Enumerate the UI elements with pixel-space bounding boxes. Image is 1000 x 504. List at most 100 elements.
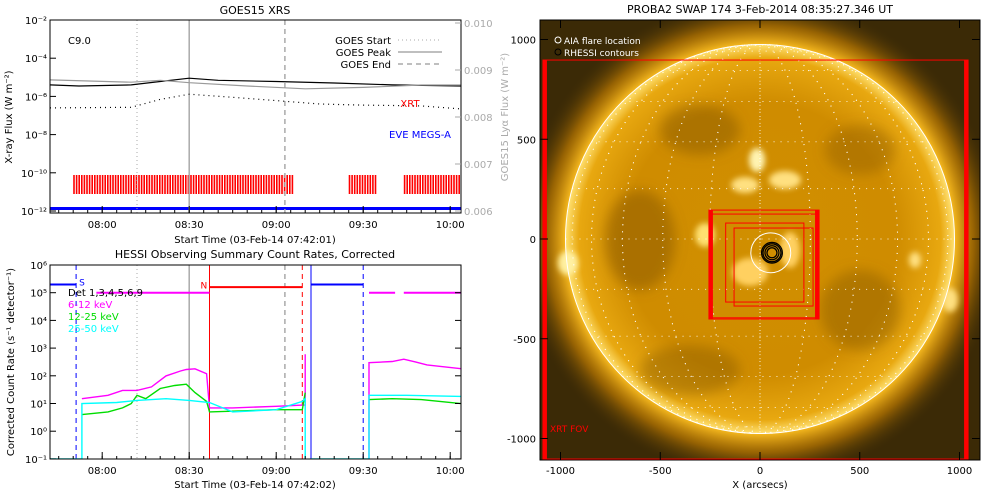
swap-title: PROBA2 SWAP 174 3-Feb-2014 08:35:27.346 … (627, 3, 893, 16)
xrt-observation-mark (253, 175, 255, 194)
eve-label: EVE MEGS-A (389, 130, 451, 141)
xrt-observation-mark (372, 175, 374, 194)
xrt-observation-mark (234, 175, 236, 194)
xrt-observation-mark (175, 175, 177, 194)
xrt-observation-mark (266, 175, 268, 194)
xrt-observation-mark (146, 175, 148, 194)
hessi-title: HESSI Observing Summary Count Rates, Cor… (115, 248, 395, 261)
y-tick-label: 10⁻⁴ (25, 54, 47, 65)
xrt-observation-mark (445, 175, 447, 194)
x-tick-label: 08:00 (88, 466, 117, 477)
xrt-observation-mark (412, 175, 414, 194)
xrt-observation-mark (115, 175, 117, 194)
xrt-observation-mark (419, 175, 421, 194)
xrt-observation-mark (276, 175, 278, 194)
xrt-observation-mark (458, 175, 460, 194)
xrt-observation-mark (292, 175, 294, 194)
xrt-observation-mark (245, 175, 247, 194)
goes-ylabel: X-ray Flux (W m⁻²) (4, 70, 15, 163)
legend-aia: AIA flare location (564, 37, 641, 47)
xrt-observation-mark (104, 175, 106, 194)
xrt-observation-mark (167, 175, 169, 194)
hessi-series-line (369, 399, 462, 404)
xrt-observation-mark (102, 175, 104, 194)
xrt-observation-mark (367, 175, 369, 194)
y-tick-label: 10⁻¹ (25, 455, 47, 466)
xrt-observation-mark (359, 175, 361, 194)
xrt-observation-mark (432, 175, 434, 194)
xrt-observation-mark (76, 175, 78, 194)
xrt-observation-mark (281, 175, 283, 194)
xrt-observation-mark (242, 175, 244, 194)
xrt-observation-mark (185, 175, 187, 194)
x-tick-label: 10:00 (436, 466, 465, 477)
y-right-tick-label: 0.008 (464, 113, 493, 124)
xrt-observation-mark (164, 175, 166, 194)
xrt-observation-mark (94, 175, 96, 194)
xrt-observation-mark (211, 175, 213, 194)
legend-6-12kev: 6-12 keV (68, 300, 112, 311)
xrt-observation-mark (406, 175, 408, 194)
goes-class-label: C9.0 (68, 36, 91, 47)
legend-goes-end: GOES End (341, 60, 391, 71)
x-tick-label: 08:30 (175, 466, 204, 477)
xrt-observation-mark (156, 175, 158, 194)
xrt-observation-mark (201, 175, 203, 194)
xrt-observation-mark (107, 175, 109, 194)
xrt-observation-mark (453, 175, 455, 194)
xrt-observation-mark (151, 175, 153, 194)
xrt-observation-mark (263, 175, 265, 194)
legend-12-25kev: 12-25 keV (68, 312, 119, 323)
xrt-observation-mark (177, 175, 179, 194)
xrt-observation-mark (112, 175, 114, 194)
xrt-observation-mark (117, 175, 119, 194)
xrt-observation-mark (143, 175, 145, 194)
xrt-observation-mark (130, 175, 132, 194)
swap-image-panel: PROBA2 SWAP 174 3-Feb-2014 08:35:27.346 … (507, 0, 1000, 491)
y-tick-label: 10⁰ (30, 427, 47, 438)
xrt-observation-mark (216, 175, 218, 194)
xrt-observation-mark (195, 175, 197, 194)
hessi-flag-label: S (79, 278, 85, 288)
x-tick-label: -500 (649, 466, 672, 477)
xrt-observation-mark (260, 175, 262, 194)
xrt-observation-mark (425, 175, 427, 194)
xrt-observation-mark (409, 175, 411, 194)
x-tick-label: -1000 (546, 466, 575, 477)
image-xlabel: X (arcsecs) (732, 480, 788, 491)
y-right-tick-label: 0.009 (464, 66, 493, 77)
x-tick-label: 1000 (947, 466, 972, 477)
xrt-observation-mark (232, 175, 234, 194)
xrt-observation-mark (138, 175, 140, 194)
y-tick-label: 0 (530, 235, 536, 246)
xrt-observation-mark (203, 175, 205, 194)
y-tick-label: 10⁴ (30, 316, 47, 327)
x-tick-label: 09:00 (262, 466, 291, 477)
xrt-observation-mark (430, 175, 432, 194)
hessi-series-line (50, 399, 305, 459)
y-tick-label: 10⁻⁶ (25, 92, 47, 103)
xrt-observation-mark (438, 175, 440, 194)
xrt-observation-mark (190, 175, 192, 194)
y-tick-label: 10³ (30, 344, 47, 355)
x-tick-label: 500 (850, 466, 869, 477)
xrt-observation-mark (435, 175, 437, 194)
xrt-observation-mark (120, 175, 122, 194)
xrt-observation-mark (162, 175, 164, 194)
xrt-observation-mark (154, 175, 156, 194)
y-right-tick-label: 0.007 (464, 160, 493, 171)
xrt-observation-mark (250, 175, 252, 194)
goes-ylabel-right: GOES15 Lyα Flux (W m⁻²) (500, 53, 511, 181)
goes-legend: GOES Start GOES Peak GOES End (335, 36, 442, 71)
xrt-observation-mark (81, 175, 83, 194)
xrt-observation-mark (128, 175, 130, 194)
xrt-observation-mark (440, 175, 442, 194)
xrt-observation-mark (89, 175, 91, 194)
xrt-observation-mark (97, 175, 99, 194)
y-right-tick-label: 0.006 (464, 207, 493, 218)
xrt-observation-mark (193, 175, 195, 194)
x-tick-label: 08:00 (88, 220, 117, 231)
